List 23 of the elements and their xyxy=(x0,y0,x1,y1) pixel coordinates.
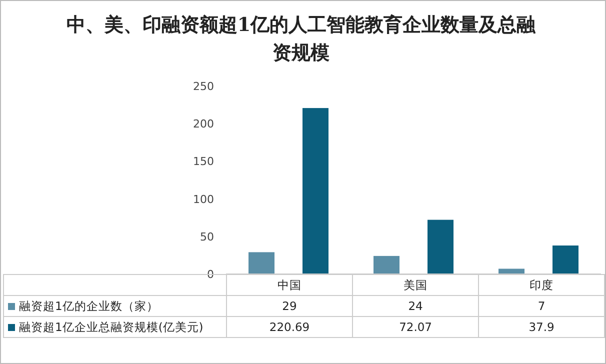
y-tick-label: 250 xyxy=(193,80,214,93)
data-label: 220.69 xyxy=(226,316,353,338)
legend-label: 融资超1亿企业总融资规模(亿美元) xyxy=(19,320,204,334)
data-label: 24 xyxy=(352,296,479,316)
chart-title: 中、美、印融资额超1亿的人工智能教育企业数量及总融资规模 xyxy=(65,13,537,66)
bar xyxy=(552,246,578,274)
y-tick-label: 50 xyxy=(200,230,214,244)
bar xyxy=(248,252,274,274)
y-tick-label: 200 xyxy=(193,118,214,131)
bar xyxy=(302,108,328,274)
bar xyxy=(374,256,400,274)
bar xyxy=(428,220,454,274)
x-tick-label: 美国 xyxy=(352,274,479,296)
data-label: 72.07 xyxy=(352,316,479,338)
x-tick-label: 中国 xyxy=(226,274,353,296)
data-label: 37.9 xyxy=(478,316,604,338)
x-tick-label: 印度 xyxy=(478,274,604,296)
data-label: 7 xyxy=(478,296,604,316)
y-tick-label: 100 xyxy=(193,192,214,206)
bar xyxy=(498,268,524,274)
legend-label: 融资超1亿的企业数（家） xyxy=(19,298,158,312)
y-tick-label: 150 xyxy=(193,155,214,168)
data-label: 29 xyxy=(226,296,353,316)
